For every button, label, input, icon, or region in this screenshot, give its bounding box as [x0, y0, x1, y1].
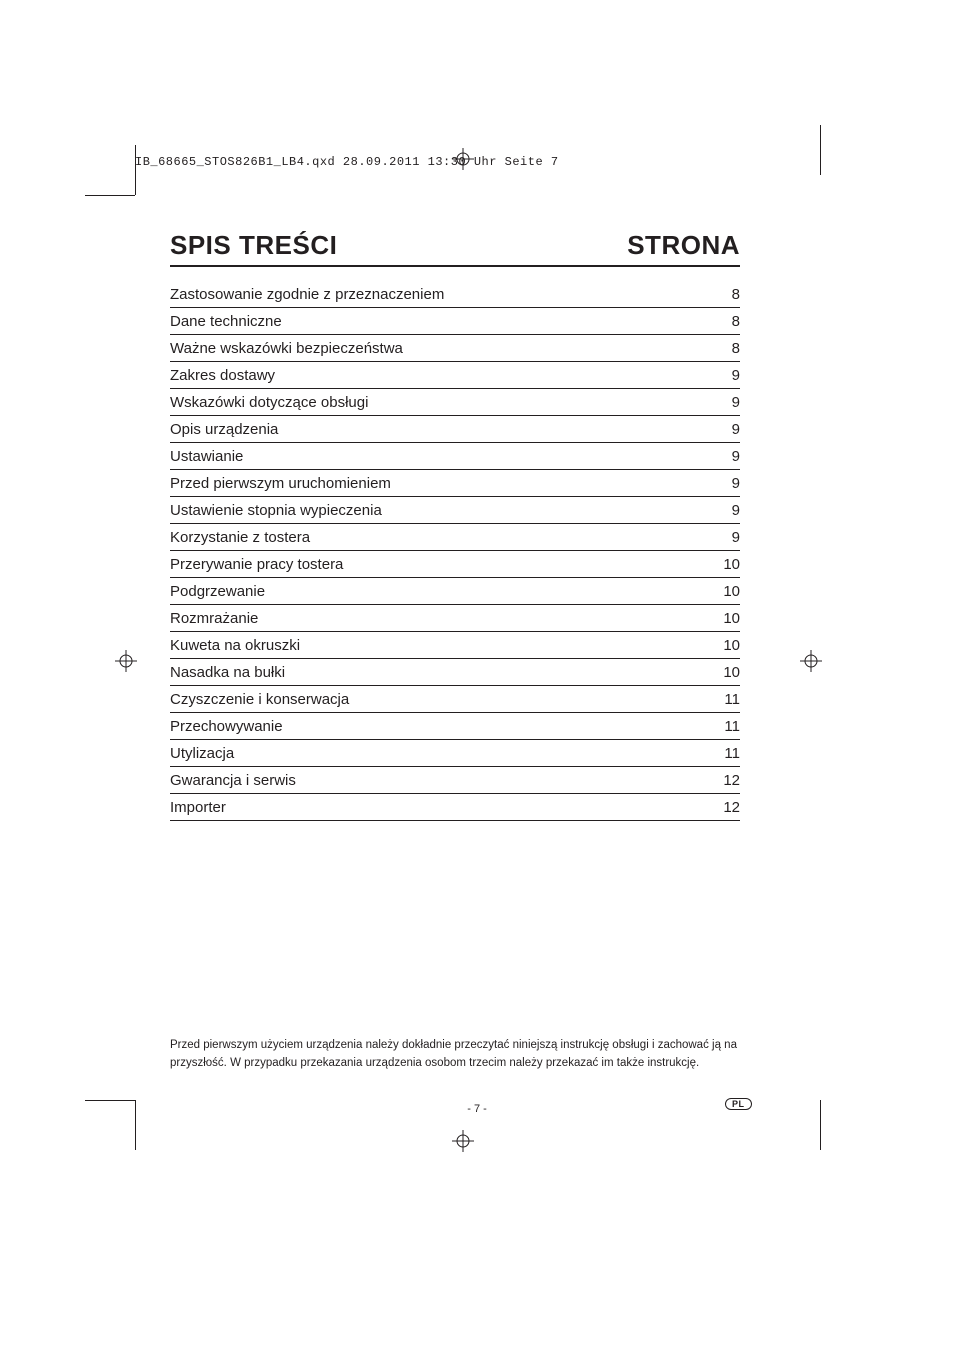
footer-note: Przed pierwszym użyciem urządzenia należ… [170, 1037, 740, 1073]
toc-page: 8 [732, 286, 740, 303]
toc-label: Zastosowanie zgodnie z przeznaczeniem [170, 286, 444, 303]
toc-page: 9 [732, 394, 740, 411]
content-area: SPIS TREŚCI STRONA Zastosowanie zgodnie … [170, 230, 740, 821]
toc-label: Podgrzewanie [170, 583, 265, 600]
toc-label: Dane techniczne [170, 313, 282, 330]
toc-label: Utylizacja [170, 745, 234, 762]
registration-mark-icon [452, 1130, 474, 1152]
toc-page: 8 [732, 340, 740, 357]
toc-label: Ustawienie stopnia wypieczenia [170, 502, 382, 519]
toc-page: 9 [732, 367, 740, 384]
toc-page: 11 [724, 718, 740, 735]
toc-row: Rozmrażanie 10 [170, 605, 740, 632]
registration-mark-icon [800, 650, 822, 672]
toc-heading: SPIS TREŚCI [170, 230, 337, 261]
crop-mark [135, 145, 136, 195]
toc-label: Kuweta na okruszki [170, 637, 300, 654]
toc-label: Ustawianie [170, 448, 243, 465]
toc-page: 9 [732, 502, 740, 519]
toc-page: 10 [723, 637, 740, 654]
toc-row: Przechowywanie 11 [170, 713, 740, 740]
toc-label: Ważne wskazówki bezpieczeństwa [170, 340, 403, 357]
toc-page: 12 [723, 799, 740, 816]
toc-page: 8 [732, 313, 740, 330]
toc-page: 10 [723, 583, 740, 600]
toc-label: Opis urządzenia [170, 421, 278, 438]
toc-row: Importer 12 [170, 794, 740, 821]
toc-row: Ważne wskazówki bezpieczeństwa 8 [170, 335, 740, 362]
toc-page: 12 [723, 772, 740, 789]
page-heading: STRONA [627, 230, 740, 261]
toc-label: Przechowywanie [170, 718, 283, 735]
print-slug: IB_68665_STOS826B1_LB4.qxd 28.09.2011 13… [135, 155, 559, 169]
toc-row: Ustawianie 9 [170, 443, 740, 470]
toc-list: Zastosowanie zgodnie z przeznaczeniem8Da… [170, 281, 740, 821]
toc-label: Przed pierwszym uruchomieniem [170, 475, 391, 492]
toc-row: Nasadka na bułki 10 [170, 659, 740, 686]
toc-page: 11 [724, 745, 740, 762]
toc-row: Kuweta na okruszki 10 [170, 632, 740, 659]
crop-mark [85, 195, 135, 196]
toc-label: Przerywanie pracy tostera [170, 556, 343, 573]
title-row: SPIS TREŚCI STRONA [170, 230, 740, 267]
toc-row: Opis urządzenia 9 [170, 416, 740, 443]
toc-page: 9 [732, 475, 740, 492]
toc-label: Gwarancja i serwis [170, 772, 296, 789]
toc-page: 11 [724, 691, 740, 708]
toc-row: Wskazówki dotyczące obsługi 9 [170, 389, 740, 416]
page-number: - 7 - [0, 1103, 954, 1115]
toc-page: 9 [732, 529, 740, 546]
toc-page: 9 [732, 448, 740, 465]
registration-mark-icon [115, 650, 137, 672]
toc-row: Zakres dostawy 9 [170, 362, 740, 389]
toc-row: Ustawienie stopnia wypieczenia 9 [170, 497, 740, 524]
toc-row: Przed pierwszym uruchomieniem 9 [170, 470, 740, 497]
toc-label: Importer [170, 799, 226, 816]
toc-label: Korzystanie z tostera [170, 529, 310, 546]
toc-row: Utylizacja 11 [170, 740, 740, 767]
toc-label: Nasadka na bułki [170, 664, 285, 681]
toc-page: 10 [723, 556, 740, 573]
toc-label: Rozmrażanie [170, 610, 258, 627]
toc-page: 9 [732, 421, 740, 438]
crop-mark [820, 125, 821, 175]
toc-label: Czyszczenie i konserwacja [170, 691, 349, 708]
toc-page: 10 [723, 610, 740, 627]
toc-row: Korzystanie z tostera 9 [170, 524, 740, 551]
toc-row: Dane techniczne 8 [170, 308, 740, 335]
crop-mark [85, 1100, 135, 1101]
toc-row: Gwarancja i serwis 12 [170, 767, 740, 794]
toc-label: Wskazówki dotyczące obsługi [170, 394, 368, 411]
toc-label: Zakres dostawy [170, 367, 275, 384]
toc-row: Czyszczenie i konserwacja 11 [170, 686, 740, 713]
language-badge: PL [725, 1098, 752, 1110]
toc-row: Zastosowanie zgodnie z przeznaczeniem 8 [170, 281, 740, 308]
toc-page: 10 [723, 664, 740, 681]
toc-row: Podgrzewanie 10 [170, 578, 740, 605]
toc-row: Przerywanie pracy tostera 10 [170, 551, 740, 578]
